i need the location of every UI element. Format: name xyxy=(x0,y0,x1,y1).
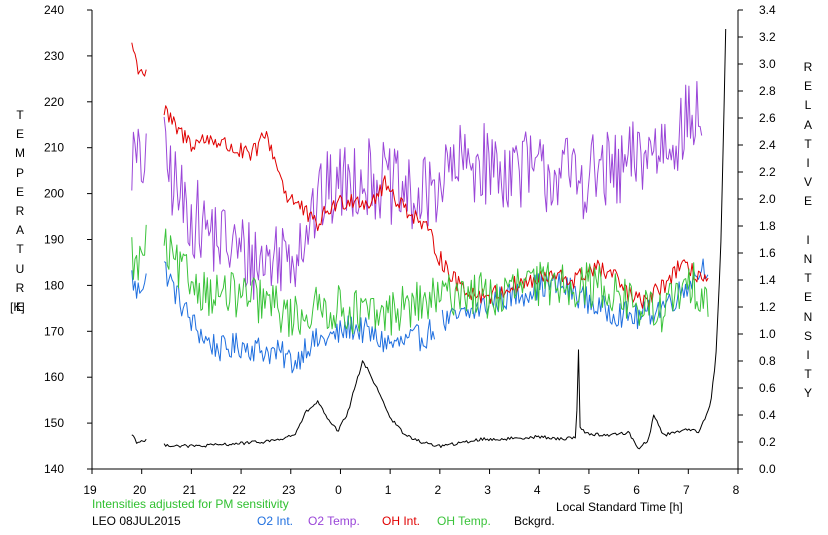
legend-item: O2 Temp. xyxy=(308,514,360,528)
legend-item: O2 Int. xyxy=(257,514,294,528)
series-line-bckgrd xyxy=(131,28,727,450)
y-axis-label-left-char: E xyxy=(15,300,24,315)
y-axis-label-left-char: T xyxy=(16,242,24,257)
y-tick-label-left: 150 xyxy=(44,416,64,430)
y-axis-label-right-char: E xyxy=(803,290,812,305)
y-axis-label-right-char: I xyxy=(806,348,810,363)
y-tick-label-left: 200 xyxy=(44,187,64,201)
y-tick-label-left: 190 xyxy=(44,233,64,247)
x-tick-label: 6 xyxy=(633,483,640,497)
y-axis-unit-left: [K] xyxy=(10,300,25,314)
x-tick-label: 22 xyxy=(232,483,246,497)
tick-labels: 1401501601701801902002102202302400.00.20… xyxy=(44,3,776,497)
x-tick-label: 21 xyxy=(183,483,197,497)
y-tick-label-right: 0.0 xyxy=(759,462,776,476)
y-axis-label-left-char: T xyxy=(16,108,24,122)
y-axis-label-left-char: A xyxy=(15,223,24,238)
y-tick-label-left: 140 xyxy=(44,462,64,476)
y-axis-label-right-char: I xyxy=(806,232,810,247)
legend-item: OH Int. xyxy=(382,514,421,528)
y-tick-label-right: 3.0 xyxy=(759,57,776,71)
y-tick-label-right: 1.0 xyxy=(759,327,776,341)
y-axis-label-right-char: E xyxy=(803,194,812,209)
y-tick-label-left: 230 xyxy=(44,49,64,63)
x-tick-label: 5 xyxy=(584,483,591,497)
legend-item: OH Temp. xyxy=(437,514,491,528)
y-axis-label-left-char: E xyxy=(15,127,24,142)
y-axis-label-right-char: R xyxy=(803,60,813,74)
y-tick-label-right: 2.2 xyxy=(759,165,776,179)
y-axis-label-right-char: S xyxy=(803,328,812,343)
y-tick-label-right: 1.4 xyxy=(759,273,776,287)
pm-sensitivity-note: Intensities adjusted for PM sensitivity xyxy=(92,497,289,511)
series-lines xyxy=(131,28,727,450)
series-line-oh-temp xyxy=(131,224,709,337)
y-axis-label-left-char: E xyxy=(15,184,24,199)
y-tick-label-right: 2.0 xyxy=(759,192,776,206)
y-axis-label-right-char: N xyxy=(803,252,813,267)
x-tick-label: 7 xyxy=(683,483,690,497)
x-axis-label: Local Standard Time [h] xyxy=(556,500,683,514)
x-tick-label: 3 xyxy=(484,483,491,497)
y-tick-label-left: 240 xyxy=(44,3,64,17)
y-tick-label-right: 1.6 xyxy=(759,246,776,260)
x-tick-label: 4 xyxy=(534,483,541,497)
y-tick-label-left: 180 xyxy=(44,278,64,292)
y-axis-label-left-char: U xyxy=(15,261,25,276)
y-tick-label-right: 0.8 xyxy=(759,354,776,368)
y-axis-label-right-char xyxy=(801,212,815,231)
x-tick-label: 0 xyxy=(335,483,342,497)
y-axis-label-right-char: T xyxy=(804,136,812,151)
y-tick-label-left: 170 xyxy=(44,324,64,338)
y-tick-label-right: 2.4 xyxy=(759,138,776,152)
series-line-o2-temp xyxy=(131,81,703,300)
y-tick-label-right: 0.2 xyxy=(759,435,776,449)
y-tick-label-right: 1.8 xyxy=(759,219,776,233)
y-tick-label-left: 160 xyxy=(44,370,64,384)
y-axis-label-left-char: P xyxy=(15,165,24,180)
station-date-label: LEO 08JUL2015 xyxy=(92,514,181,528)
y-tick-label-right: 3.2 xyxy=(759,30,776,44)
y-tick-label-right: 2.8 xyxy=(759,84,776,98)
y-axis-label-right-char: N xyxy=(803,309,813,324)
y-tick-label-right: 1.2 xyxy=(759,300,776,314)
series-line-oh-int xyxy=(131,42,709,309)
y-axis-label-right-char: V xyxy=(803,175,812,190)
legend-item: Bckgrd. xyxy=(514,514,555,528)
x-tick-label: 20 xyxy=(133,483,147,497)
y-tick-label-right: 3.4 xyxy=(759,3,776,17)
y-tick-label-right: 0.4 xyxy=(759,408,776,422)
y-axis-label-left-char: M xyxy=(15,146,25,161)
y-axis-label-right-char: L xyxy=(804,98,812,113)
x-tick-label: 19 xyxy=(83,483,97,497)
y-tick-label-right: 0.6 xyxy=(759,381,776,395)
y-axis-label-right-char: I xyxy=(806,156,810,171)
x-tick-label: 8 xyxy=(733,483,740,497)
x-tick-label: 23 xyxy=(282,483,296,497)
y-axis-label-left-char: R xyxy=(15,280,25,295)
y-axis-label-right-char: A xyxy=(803,117,812,132)
y-axis-label-right-char: E xyxy=(803,79,812,94)
y-axis-label-left-char: R xyxy=(15,204,25,219)
y-axis-label-right-char: T xyxy=(804,271,812,286)
series-line-o2-int xyxy=(131,258,709,374)
x-tick-label: 2 xyxy=(435,483,442,497)
x-tick-label: 1 xyxy=(385,483,392,497)
y-axis-label-right-char: Y xyxy=(803,386,812,401)
y-tick-label-left: 220 xyxy=(44,95,64,109)
y-tick-label-left: 210 xyxy=(44,141,64,155)
y-axis-label-right-char: T xyxy=(804,367,812,382)
axes xyxy=(87,9,743,474)
y-tick-label-right: 2.6 xyxy=(759,111,776,125)
